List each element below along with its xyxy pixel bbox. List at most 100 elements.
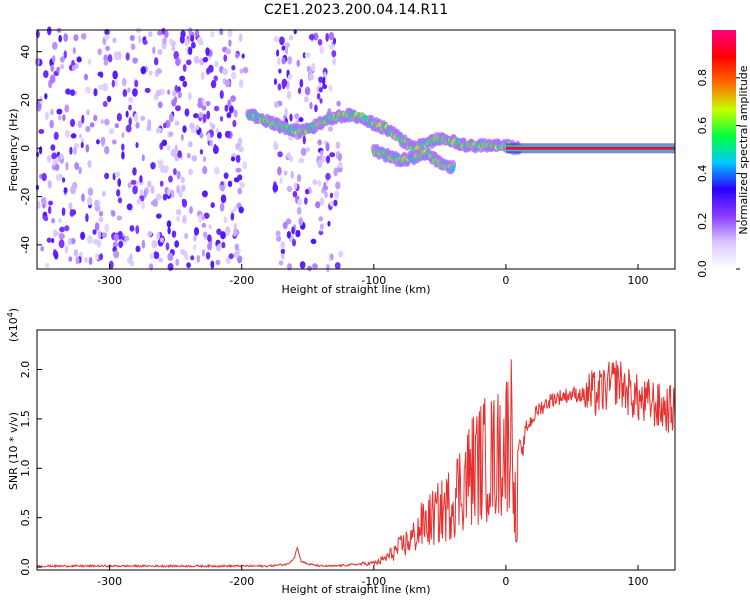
heatmap-noise-cell [216, 131, 222, 139]
heatmap-noise-cell [111, 79, 115, 88]
heatmap-noise-cell [157, 49, 163, 56]
heatmap-noise-cell [273, 36, 280, 43]
heatmap-noise-cell [44, 93, 48, 100]
heatmap-noise-cell [284, 107, 288, 117]
heatmap-noise-cell [221, 241, 226, 249]
heatmap-noise-cell [113, 233, 120, 242]
heatmap-noise-cell [319, 45, 325, 55]
heatmap-noise-cell [112, 70, 118, 80]
heatmap-noise-cell [103, 59, 109, 66]
heatmap-noise-cell [302, 52, 306, 59]
heatmap-noise-cell [324, 191, 328, 199]
heatmap-noise-cell [64, 225, 70, 232]
heatmap-noise-cell [140, 115, 146, 121]
heatmap-noise-cell [338, 250, 344, 258]
heatmap-noise-cell [168, 131, 174, 138]
heatmap-noise-cell [288, 135, 294, 141]
heatmap-noise-cell [132, 185, 138, 195]
heatmap-noise-cell [151, 240, 158, 249]
heatmap-noise-cell [68, 237, 72, 246]
heatmap-noise-cell [87, 235, 93, 244]
heatmap-noise-cell [333, 167, 338, 177]
heatmap-noise-cell [43, 70, 49, 79]
heatmap-noise-cell [327, 220, 331, 227]
heatmap-noise-cell [231, 71, 237, 80]
heatmap-noise-cell [242, 161, 248, 170]
heatmap-noise-cell [141, 201, 145, 210]
heatmap-noise-cell [242, 66, 249, 74]
heatmap-noise-cell [232, 119, 237, 128]
heatmap-noise-cell [202, 56, 209, 63]
heatmap-noise-cell [78, 133, 83, 139]
heatmap-noise-cell [181, 198, 188, 208]
heatmap-noise-cell [206, 110, 211, 120]
heatmap-noise-cell [280, 248, 286, 254]
heatmap-noise-cell [317, 139, 322, 146]
heatmap-noise-cell [286, 152, 291, 159]
heatmap-noise-cell [306, 146, 310, 153]
heatmap-noise-cell [316, 92, 321, 100]
heatmap-noise-cell [165, 165, 169, 173]
heatmap-noise-cell [56, 108, 63, 115]
heatmap-noise-cell [325, 172, 331, 181]
heatmap-noise-cell [134, 79, 139, 88]
heatmap-noise-cell [225, 227, 230, 237]
y-tick-label: 1.5 [19, 410, 32, 428]
heatmap-noise-cell [275, 230, 281, 237]
heatmap-noise-cell [121, 77, 127, 87]
heatmap-noise-cell [332, 37, 337, 45]
heatmap-noise-cell [80, 231, 86, 241]
heatmap-noise-cell [281, 78, 288, 88]
heatmap-noise-cell [296, 206, 302, 215]
heatmap-noise-cell [198, 214, 203, 224]
heatmap-noise-cell [196, 254, 201, 263]
heatmap-noise-cell [319, 98, 323, 104]
heatmap-noise-cell [112, 241, 118, 248]
heatmap-noise-cell [63, 33, 68, 42]
heatmap-noise-cell [97, 84, 104, 91]
heatmap-noise-cell [188, 168, 193, 176]
heatmap-noise-cell [73, 34, 79, 42]
heatmap-noise-cell [328, 84, 333, 92]
colorbar-tick-label: 0.6 [696, 117, 709, 135]
heatmap-noise-cell [284, 46, 289, 55]
heatmap-noise-cell [325, 155, 331, 164]
heatmap-noise-cell [149, 252, 155, 260]
heatmap-noise-cell [116, 113, 122, 122]
heatmap-noise-cell [205, 47, 210, 56]
heatmap-noise-cell [157, 159, 164, 166]
heatmap-noise-cell [129, 225, 135, 232]
heatmap-noise-cell [232, 228, 237, 237]
heatmap-noise-cell [277, 83, 282, 91]
colorbar: 0.0 0.2 0.4 0.6 0.8 Normalized spectral ampl… [696, 30, 750, 278]
heatmap-noise-cell [81, 193, 85, 202]
heatmap-noise-cell [105, 45, 110, 52]
heatmap-noise-cell [179, 75, 186, 82]
heatmap-noise-cell [51, 237, 55, 244]
heatmap-noise-cell [278, 68, 282, 74]
heatmap-noise-cell [305, 188, 310, 195]
heatmap-noise-cell [99, 253, 103, 261]
heatmap-noise-cell [116, 215, 123, 221]
heatmap-noise-cell [221, 68, 228, 76]
heatmap-noise-cell [64, 104, 70, 113]
x-tick-label: 0 [502, 575, 509, 588]
heatmap-noise-cell [170, 148, 177, 158]
heatmap-noise-cell [333, 199, 338, 207]
heatmap-noise-cell [114, 171, 121, 178]
heatmap-noise-cell [61, 207, 66, 216]
heatmap-noise-cell [117, 178, 122, 187]
heatmap-noise-cell [46, 155, 52, 163]
heatmap-noise-cell [321, 155, 327, 163]
heatmap-noise-cell [94, 253, 99, 261]
heatmap-noise-cell [215, 259, 221, 266]
heatmap-noise-cell [135, 225, 140, 235]
heatmap-noise-cell [308, 34, 315, 41]
heatmap-noise-cell [141, 154, 145, 162]
heatmap-noise-cell [310, 238, 317, 245]
heatmap-noise-cell [318, 76, 323, 83]
heatmap-noise-cell [184, 108, 190, 117]
heatmap-noise-cell [83, 73, 89, 81]
heatmap-noise-cell [65, 88, 71, 95]
heatmap-noise-cell [297, 174, 302, 183]
